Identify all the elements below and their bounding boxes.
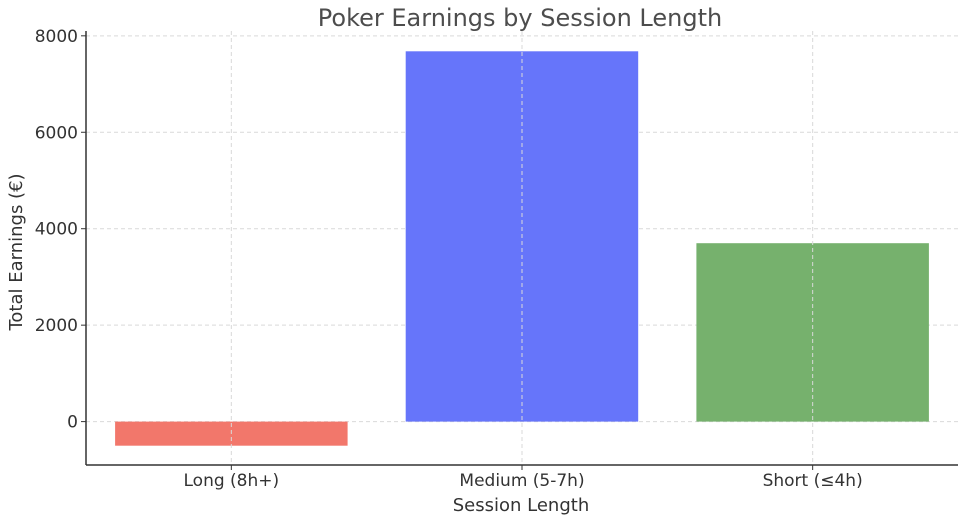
x-axis-label: Session Length (453, 495, 590, 516)
x-tick-label: Long (8h+) (184, 471, 280, 491)
y-axis-label: Total Earnings (€) (6, 173, 27, 331)
y-tick-label: 0 (67, 413, 78, 433)
axes (81, 31, 958, 470)
x-tick-label: Short (≤4h) (763, 471, 863, 491)
y-tick-label: 4000 (35, 220, 78, 240)
labels: 0 2000 4000 6000 8000 Long (8h+) Medium (5-7h)… (35, 27, 863, 491)
chart-title: Poker Earnings by Session Length (318, 4, 722, 32)
y-tick-label: 6000 (35, 123, 78, 143)
y-tick-label: 8000 (35, 27, 78, 47)
x-tick-label: Medium (5-7h) (459, 471, 584, 491)
y-tick-label: 2000 (35, 316, 78, 336)
